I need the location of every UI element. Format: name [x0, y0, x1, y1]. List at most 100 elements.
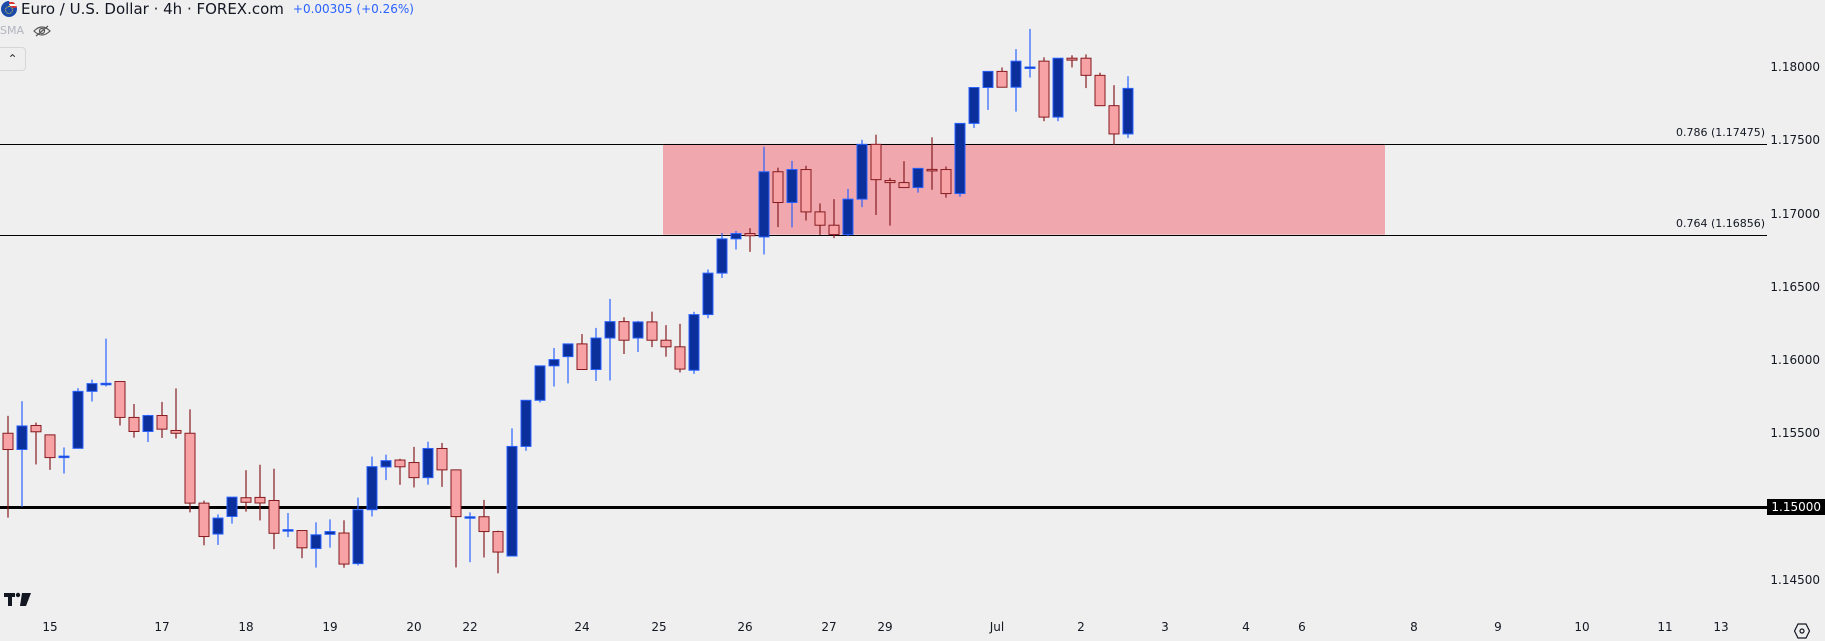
- bearish-candle: [828, 224, 840, 236]
- time-tick-label: Jul: [989, 620, 1005, 634]
- bearish-candle: [156, 415, 168, 430]
- bullish-candle: [1122, 87, 1134, 135]
- bearish-candle: [128, 416, 140, 432]
- bearish-candle: [198, 502, 210, 538]
- bearish-candle: [30, 424, 42, 433]
- price-tick-label: 1.17000: [1770, 206, 1820, 221]
- bearish-candle: [478, 516, 490, 533]
- time-tick-label: 24: [574, 620, 590, 634]
- bullish-candle: [366, 466, 378, 511]
- bullish-candle: [1052, 57, 1064, 118]
- time-tick-label: 20: [406, 620, 422, 634]
- bearish-candle: [114, 381, 126, 418]
- fib-zone-rectangle: [663, 143, 1385, 235]
- bullish-candle: [380, 460, 392, 468]
- bearish-candle: [436, 447, 448, 471]
- price-axis[interactable]: 1.18000 1.17500 1.17000 1.16500 1.16000 1.155…: [1767, 0, 1825, 608]
- time-tick-label: 4: [1242, 620, 1250, 634]
- bullish-candle: [590, 337, 602, 371]
- bearish-candle: [184, 432, 196, 504]
- time-tick-label: 18: [238, 620, 254, 634]
- bearish-candle: [450, 469, 462, 518]
- symbol-title[interactable]: Euro / U.S. Dollar · 4h · FOREX.com: [21, 0, 284, 18]
- price-tick-label: 1.18000: [1770, 60, 1820, 74]
- bullish-candle: [856, 143, 868, 200]
- bullish-candle: [464, 516, 476, 519]
- fib-level-label: 0.764 (1.16856): [1676, 216, 1766, 230]
- bearish-candle: [646, 321, 658, 341]
- eu-us-flag-icon: [1, 1, 17, 17]
- bullish-candle: [702, 272, 714, 316]
- bullish-candle: [604, 321, 616, 339]
- bullish-candle: [16, 425, 28, 451]
- time-tick-label: 9: [1494, 620, 1502, 634]
- bullish-candle: [786, 169, 798, 204]
- bullish-candle: [58, 455, 70, 459]
- bearish-candle: [44, 434, 56, 459]
- time-tick-label: 11: [1657, 620, 1673, 634]
- tradingview-logo-icon[interactable]: [4, 591, 32, 607]
- eye-hidden-icon[interactable]: [33, 25, 51, 37]
- time-tick-label: 17: [154, 620, 170, 634]
- bullish-candle: [912, 167, 924, 189]
- price-change: +0.00305 (+0.26%): [292, 2, 414, 16]
- bullish-candle: [968, 87, 980, 124]
- bullish-candle: [226, 496, 238, 517]
- bearish-candle: [870, 143, 882, 181]
- bullish-candle: [842, 198, 854, 236]
- bearish-candle: [254, 496, 266, 504]
- price-chart-canvas[interactable]: [0, 0, 1767, 608]
- bullish-candle: [1024, 66, 1036, 69]
- time-tick-label: 10: [1574, 620, 1590, 634]
- bullish-candle: [212, 517, 224, 535]
- time-tick-label: 6: [1298, 620, 1306, 634]
- bearish-candle: [660, 339, 672, 348]
- bearish-candle: [296, 530, 308, 549]
- bullish-candle: [758, 171, 770, 238]
- bearish-candle: [268, 499, 280, 534]
- bearish-candle: [1080, 57, 1092, 76]
- collapse-legend-button[interactable]: ⌃: [0, 47, 26, 71]
- bearish-candle: [1038, 60, 1050, 118]
- time-tick-label: 22: [462, 620, 478, 634]
- price-tick-label: 1.16500: [1770, 279, 1820, 294]
- bearish-candle: [898, 182, 910, 189]
- chart-header: Euro / U.S. Dollar · 4h · FOREX.com +0.0…: [0, 0, 414, 18]
- bullish-candle: [716, 238, 728, 274]
- bearish-candle: [408, 462, 420, 479]
- bullish-candle: [86, 383, 98, 392]
- bearish-candle: [492, 531, 504, 553]
- price-tick-label: 1.16000: [1770, 353, 1820, 367]
- bullish-candle: [422, 447, 434, 479]
- time-axis[interactable]: 15 17 18 19 20 22 24 25 26 27 29 Jul 2 3 4 6 8 9 10 11 13: [0, 612, 1767, 641]
- bullish-candle: [982, 70, 994, 89]
- bullish-candle: [506, 445, 518, 557]
- bullish-candle: [534, 365, 546, 401]
- price-tick-label: 1.17500: [1770, 133, 1820, 148]
- bullish-candle: [520, 399, 532, 447]
- price-tick-label: 1.14500: [1770, 572, 1820, 587]
- price-tick-label: 1.15500: [1770, 426, 1820, 441]
- bearish-candle: [926, 168, 938, 172]
- bearish-candle: [618, 321, 630, 341]
- chart-settings-icon[interactable]: [1794, 623, 1810, 639]
- time-tick-label: 8: [1410, 620, 1418, 634]
- time-tick-label: 3: [1161, 620, 1169, 634]
- time-tick-label: 29: [877, 620, 893, 634]
- bearish-candle: [1108, 105, 1120, 135]
- time-tick-label: 27: [821, 620, 837, 634]
- bullish-candle: [100, 382, 112, 386]
- bearish-candle: [338, 532, 350, 565]
- sma-indicator-label[interactable]: SMA: [0, 24, 24, 37]
- bullish-candle: [310, 534, 322, 550]
- bullish-candle: [352, 509, 364, 565]
- bullish-candle: [142, 415, 154, 432]
- time-tick-label: 26: [737, 620, 753, 634]
- bullish-candle: [72, 390, 84, 449]
- time-tick-label: 2: [1077, 620, 1085, 634]
- bullish-candle: [1010, 60, 1022, 88]
- bearish-candle: [800, 169, 812, 213]
- time-tick-label: 13: [1713, 620, 1729, 634]
- indicator-row: SMA: [0, 24, 51, 37]
- time-tick-label: 19: [322, 620, 338, 634]
